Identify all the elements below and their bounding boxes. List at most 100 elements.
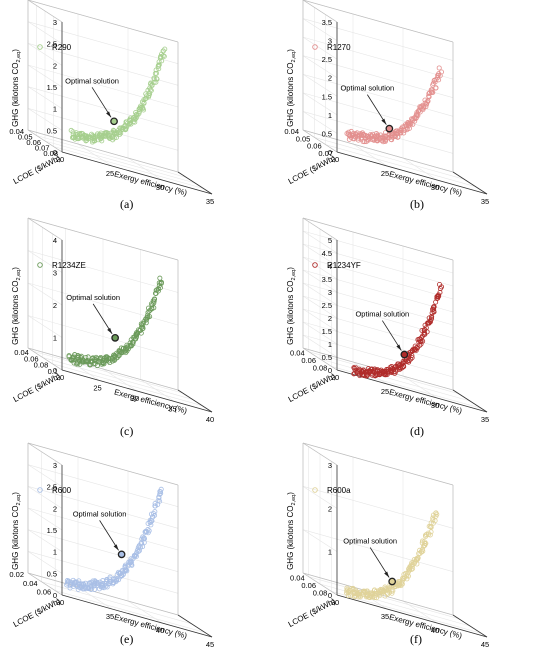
data-point (113, 132, 119, 138)
z-axis-label: GHG (kilotons CO2,eq) (286, 492, 297, 570)
legend-marker (37, 262, 43, 268)
box-edge (27, 217, 179, 261)
panel-caption: (c) (120, 424, 134, 438)
x-tick-label: 35 (481, 415, 489, 424)
data-point (401, 364, 407, 370)
data-point (109, 134, 115, 140)
grid-line (325, 144, 476, 187)
data-point (152, 296, 158, 302)
y-tick-label: 0.06 (301, 581, 316, 590)
data-point (402, 127, 408, 133)
data-point (361, 588, 367, 594)
z-tick-label: 3 (53, 18, 57, 27)
z-tick-label: 3 (328, 461, 332, 470)
box-edge (302, 217, 454, 261)
data-point (70, 357, 76, 363)
y-tick-label: 0.1 (48, 367, 58, 376)
x-axis-line (336, 151, 488, 195)
z-tick-label: 2.5 (322, 301, 332, 310)
z-tick-label: 0 (328, 366, 332, 375)
data-point (138, 330, 144, 336)
x-tick-label: 30 (131, 394, 139, 403)
z-axis-label: GHG (kilotons CO2,eq) (11, 492, 22, 570)
data-point (405, 573, 411, 579)
grid-line (319, 358, 471, 402)
y-tick-label: 0.06 (26, 138, 41, 147)
y-axis-label: LCOE ($/kWh) (12, 596, 62, 629)
scatter3d-svg: 0 0.5 1 1.5 2 2.5 3 3.5 4 4.5 5 20 25 30 35 0.040.060.0… (286, 217, 489, 424)
panel-caption: (e) (120, 632, 134, 646)
grid-line (302, 18, 338, 41)
box-edge (27, 572, 63, 596)
legend-marker (37, 44, 43, 50)
z-tick-label: 2 (53, 504, 57, 513)
box-edge (27, 129, 63, 153)
optimal-solution-marker (400, 350, 409, 359)
x-tick-label: 30 (56, 598, 64, 607)
grid-line (44, 140, 196, 184)
box-edge (27, 0, 63, 23)
data-point (137, 544, 143, 550)
data-point (101, 585, 107, 591)
x-tick-label: 20 (56, 155, 64, 164)
panel-caption: (d) (410, 424, 424, 438)
z-tick-label: 4 (53, 236, 57, 245)
data-point (433, 85, 439, 91)
data-point (429, 315, 435, 321)
legend-label: R1234YF (327, 261, 361, 270)
data-point (141, 536, 147, 542)
data-point (392, 134, 398, 140)
grid-line (352, 143, 388, 167)
x-tick-label: 40 (156, 626, 164, 635)
grid-line (314, 137, 465, 180)
x-axis-line (61, 369, 213, 413)
data-point (415, 113, 421, 119)
z-axis-label: GHG (kilotons CO2,eq) (11, 267, 22, 345)
data-point (161, 53, 167, 59)
data-point (129, 562, 135, 568)
data-point (154, 76, 160, 82)
x-tick-label: 20 (56, 373, 64, 382)
y-tick-label: 0.08 (313, 363, 328, 372)
data-point (156, 494, 162, 500)
grid-line (27, 529, 63, 552)
chart-panel-d: 0 0.5 1 1.5 2 2.5 3 3.5 4 4.5 5 20 25 30 35 0.04 0.06 0.0… (275, 217, 550, 424)
z-tick-label: 4 (328, 262, 332, 271)
box-edge (302, 0, 454, 43)
data-point (433, 510, 439, 516)
y-tick-label: 0.06 (301, 356, 316, 365)
data-point (133, 553, 139, 559)
data-point (430, 89, 436, 95)
data-point (72, 352, 78, 358)
data-point (158, 486, 164, 492)
grid-line (302, 308, 454, 352)
data-point (420, 338, 426, 344)
optimal-arrow-head (106, 111, 112, 118)
x-tick-label: 45 (206, 640, 214, 649)
data-point (389, 588, 395, 594)
grid-line (402, 157, 438, 181)
box-edge (302, 442, 454, 486)
box-edge (302, 442, 338, 466)
grid-line (27, 486, 179, 529)
z-tick-label: 0.5 (322, 353, 332, 362)
x-tick-label: 35 (206, 197, 214, 206)
data-point (117, 131, 123, 137)
data-point (375, 132, 381, 138)
z-tick-label: 3.5 (322, 18, 332, 27)
grid-line (302, 334, 454, 378)
grid-line (302, 269, 454, 313)
grid-line (331, 366, 482, 409)
box-edge (302, 129, 454, 173)
box-edge (27, 442, 63, 466)
data-point (157, 489, 163, 495)
optimal-arrow-head (107, 327, 113, 334)
z-tick-label: 2 (53, 61, 57, 70)
y-axis-line (452, 614, 488, 638)
data-point (147, 314, 153, 320)
z-tick-label: 5 (328, 236, 332, 245)
y-tick-label: 0.02 (9, 570, 24, 579)
data-point (419, 549, 425, 555)
z-tick-label: 2 (53, 301, 57, 310)
